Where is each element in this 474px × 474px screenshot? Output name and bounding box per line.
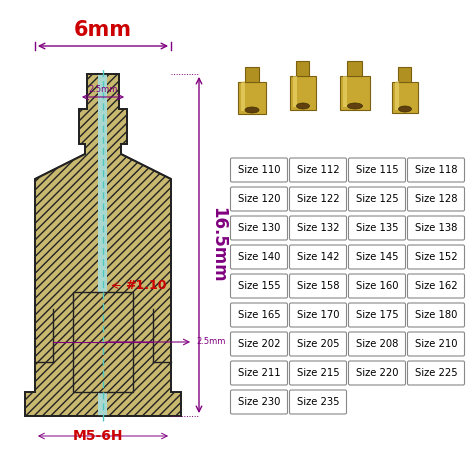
FancyBboxPatch shape xyxy=(230,332,288,356)
FancyBboxPatch shape xyxy=(290,361,346,385)
Text: Size 145: Size 145 xyxy=(356,252,398,262)
Text: Size 130: Size 130 xyxy=(238,223,280,233)
Text: Size 220: Size 220 xyxy=(356,368,398,378)
FancyBboxPatch shape xyxy=(348,158,405,182)
FancyBboxPatch shape xyxy=(230,361,288,385)
FancyBboxPatch shape xyxy=(408,274,465,298)
FancyBboxPatch shape xyxy=(230,274,288,298)
FancyBboxPatch shape xyxy=(348,187,405,211)
Bar xyxy=(399,67,411,82)
FancyBboxPatch shape xyxy=(290,303,346,327)
Bar xyxy=(392,82,418,113)
Text: Size 215: Size 215 xyxy=(297,368,339,378)
Text: 2.5mm: 2.5mm xyxy=(196,337,225,346)
FancyBboxPatch shape xyxy=(348,332,405,356)
Text: Size 165: Size 165 xyxy=(237,310,280,320)
Text: #1.10: #1.10 xyxy=(125,279,166,292)
Ellipse shape xyxy=(245,107,259,113)
Bar xyxy=(395,81,399,110)
Text: Size 160: Size 160 xyxy=(356,281,398,291)
FancyBboxPatch shape xyxy=(408,245,465,269)
FancyBboxPatch shape xyxy=(348,274,405,298)
FancyBboxPatch shape xyxy=(348,216,405,240)
FancyBboxPatch shape xyxy=(230,303,288,327)
FancyBboxPatch shape xyxy=(230,245,288,269)
Text: Size 125: Size 125 xyxy=(356,194,398,204)
FancyBboxPatch shape xyxy=(230,216,288,240)
Text: Size 162: Size 162 xyxy=(415,281,457,291)
Text: Size 225: Size 225 xyxy=(415,368,457,378)
Bar xyxy=(347,61,363,76)
Text: Size 211: Size 211 xyxy=(237,368,280,378)
FancyBboxPatch shape xyxy=(408,361,465,385)
Text: Size 135: Size 135 xyxy=(356,223,398,233)
FancyBboxPatch shape xyxy=(408,332,465,356)
FancyBboxPatch shape xyxy=(230,390,288,414)
Bar xyxy=(343,76,347,107)
Text: Size 158: Size 158 xyxy=(297,281,339,291)
FancyBboxPatch shape xyxy=(290,216,346,240)
Polygon shape xyxy=(25,74,181,416)
Text: Size 112: Size 112 xyxy=(297,165,339,175)
Text: 2.5mm: 2.5mm xyxy=(88,85,118,94)
Text: Size 180: Size 180 xyxy=(415,310,457,320)
Text: Size 175: Size 175 xyxy=(356,310,398,320)
Text: Size 140: Size 140 xyxy=(238,252,280,262)
Text: Size 132: Size 132 xyxy=(297,223,339,233)
Text: 16.5mm: 16.5mm xyxy=(209,207,227,283)
Bar xyxy=(297,61,310,76)
Text: Size 155: Size 155 xyxy=(237,281,280,291)
FancyBboxPatch shape xyxy=(290,274,346,298)
FancyBboxPatch shape xyxy=(290,158,346,182)
Text: Size 138: Size 138 xyxy=(415,223,457,233)
Text: Size 235: Size 235 xyxy=(297,397,339,407)
FancyBboxPatch shape xyxy=(348,245,405,269)
Ellipse shape xyxy=(399,106,411,112)
Text: Size 115: Size 115 xyxy=(356,165,398,175)
FancyBboxPatch shape xyxy=(290,390,346,414)
Text: Size 210: Size 210 xyxy=(415,339,457,349)
FancyBboxPatch shape xyxy=(290,332,346,356)
Text: Size 120: Size 120 xyxy=(238,194,280,204)
Text: Size 230: Size 230 xyxy=(238,397,280,407)
Text: Size 170: Size 170 xyxy=(297,310,339,320)
FancyBboxPatch shape xyxy=(348,361,405,385)
Bar xyxy=(238,82,266,114)
Text: Size 110: Size 110 xyxy=(238,165,280,175)
FancyBboxPatch shape xyxy=(408,187,465,211)
Text: M5-6H: M5-6H xyxy=(73,429,123,443)
FancyBboxPatch shape xyxy=(408,158,465,182)
Bar xyxy=(241,81,245,111)
Bar xyxy=(290,76,316,110)
FancyBboxPatch shape xyxy=(290,187,346,211)
FancyBboxPatch shape xyxy=(290,245,346,269)
Text: Size 128: Size 128 xyxy=(415,194,457,204)
FancyBboxPatch shape xyxy=(230,187,288,211)
Bar xyxy=(99,74,108,416)
Bar xyxy=(293,76,297,107)
Bar xyxy=(340,76,370,110)
Text: Size 208: Size 208 xyxy=(356,339,398,349)
Text: Size 122: Size 122 xyxy=(297,194,339,204)
FancyBboxPatch shape xyxy=(408,303,465,327)
Ellipse shape xyxy=(297,103,310,109)
Text: Size 142: Size 142 xyxy=(297,252,339,262)
Bar xyxy=(245,66,259,82)
FancyBboxPatch shape xyxy=(348,303,405,327)
Text: Size 118: Size 118 xyxy=(415,165,457,175)
FancyBboxPatch shape xyxy=(408,216,465,240)
Bar xyxy=(73,292,133,392)
Ellipse shape xyxy=(347,103,363,109)
Text: 6mm: 6mm xyxy=(74,20,132,40)
Text: Size 152: Size 152 xyxy=(415,252,457,262)
FancyBboxPatch shape xyxy=(230,158,288,182)
Text: Size 202: Size 202 xyxy=(238,339,280,349)
Text: Size 205: Size 205 xyxy=(297,339,339,349)
